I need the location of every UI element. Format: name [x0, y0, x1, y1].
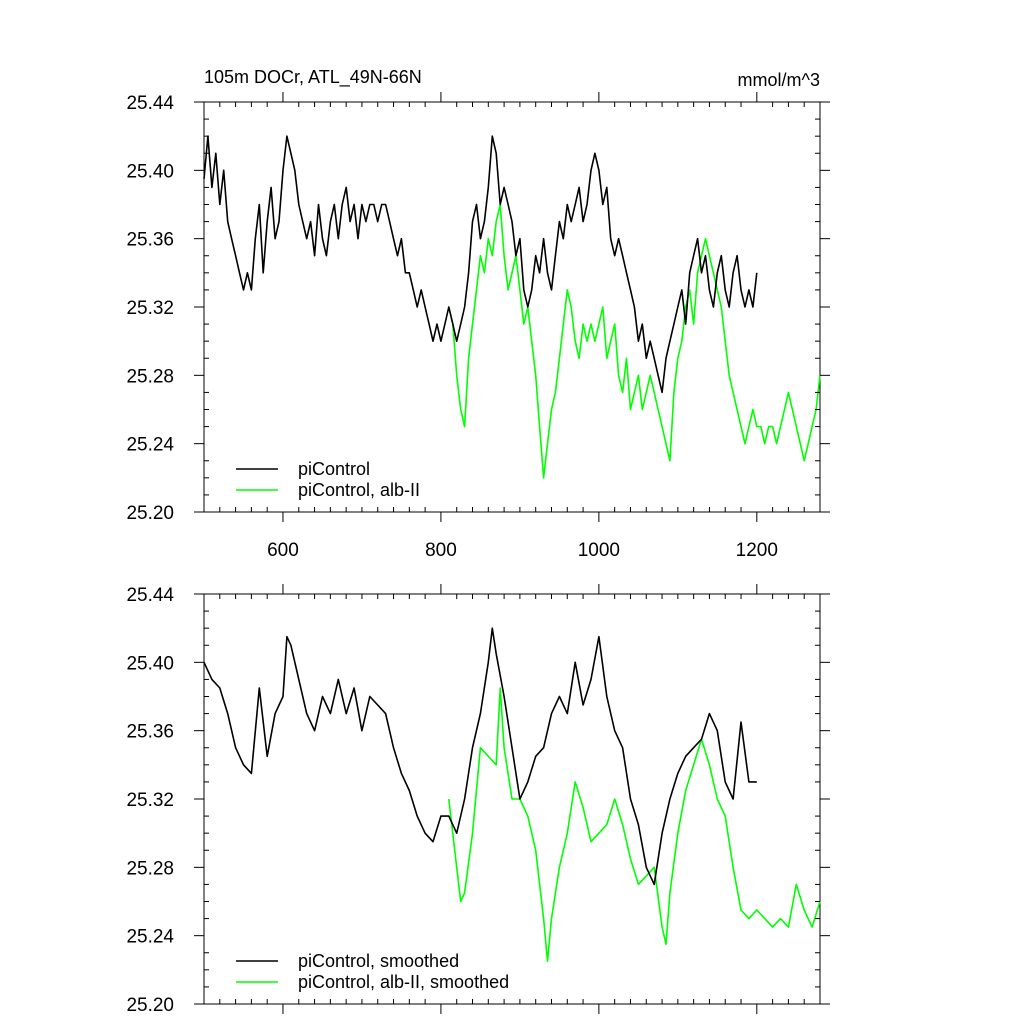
chart-units: mmol/m^3: [738, 70, 820, 90]
top-y-tick-label: 25.40: [126, 161, 174, 182]
top-x-tick-label: 600: [267, 540, 299, 561]
bottom-y-tick-label: 25.20: [126, 995, 174, 1016]
legend-label-alb-ii: piControl, alb-II: [298, 480, 420, 500]
top-legend: piControl piControl, alb-II: [236, 459, 420, 500]
bottom-series-picontrol-smoothed: [203, 627, 757, 886]
top-series-picontrol-alb-ii: [448, 203, 821, 479]
top-series-group: [203, 135, 821, 479]
top-y-tick-label: 25.36: [126, 230, 174, 251]
top-x-tick-label: 1200: [736, 540, 778, 561]
legend-label-picontrol-smoothed: piControl, smoothed: [298, 951, 459, 971]
bottom-y-tick-label: 25.36: [126, 722, 174, 743]
bottom-axes-group: 25.20 25.24 25.28 25.32 25.36 25.40 25.44: [126, 584, 830, 1016]
legend-label-picontrol: piControl: [298, 459, 370, 479]
top-x-tick-label: 800: [425, 540, 457, 561]
top-panel: 600 800 1000 1200 25.20 25.24 25.28 25.32 25.36 2…: [126, 92, 830, 561]
top-y-tick-label: 25.24: [126, 435, 174, 456]
legend-label-alb-ii-smoothed: piControl, alb-II, smoothed: [298, 972, 509, 992]
top-y-tick-label: 25.20: [126, 503, 174, 524]
top-y-tick-label: 25.44: [126, 93, 174, 114]
bottom-y-tick-label: 25.24: [126, 927, 174, 948]
bottom-series-group: [203, 627, 821, 963]
bottom-y-tick-label: 25.40: [126, 653, 174, 674]
bottom-y-tick-label: 25.28: [126, 858, 174, 879]
bottom-panel: 25.20 25.24 25.28 25.32 25.36 25.40 25.44 piCo…: [126, 584, 830, 1016]
chart-title: 105m DOCr, ATL_49N-66N: [204, 67, 422, 88]
bottom-y-tick-label: 25.44: [126, 585, 174, 606]
bottom-series-picontrol-alb-ii-smoothed: [448, 687, 821, 963]
top-axes-group: 600 800 1000 1200 25.20 25.24 25.28 25.32 25.36 2…: [126, 92, 830, 561]
top-plot-frame: [203, 101, 821, 513]
top-y-tick-label: 25.32: [126, 298, 174, 319]
top-series-picontrol: [203, 135, 758, 394]
bottom-legend: piControl, smoothed piControl, alb-II, s…: [236, 951, 509, 992]
top-x-tick-label: 1000: [578, 540, 620, 561]
bottom-y-tick-label: 25.32: [126, 790, 174, 811]
top-y-tick-label: 25.28: [126, 366, 174, 387]
